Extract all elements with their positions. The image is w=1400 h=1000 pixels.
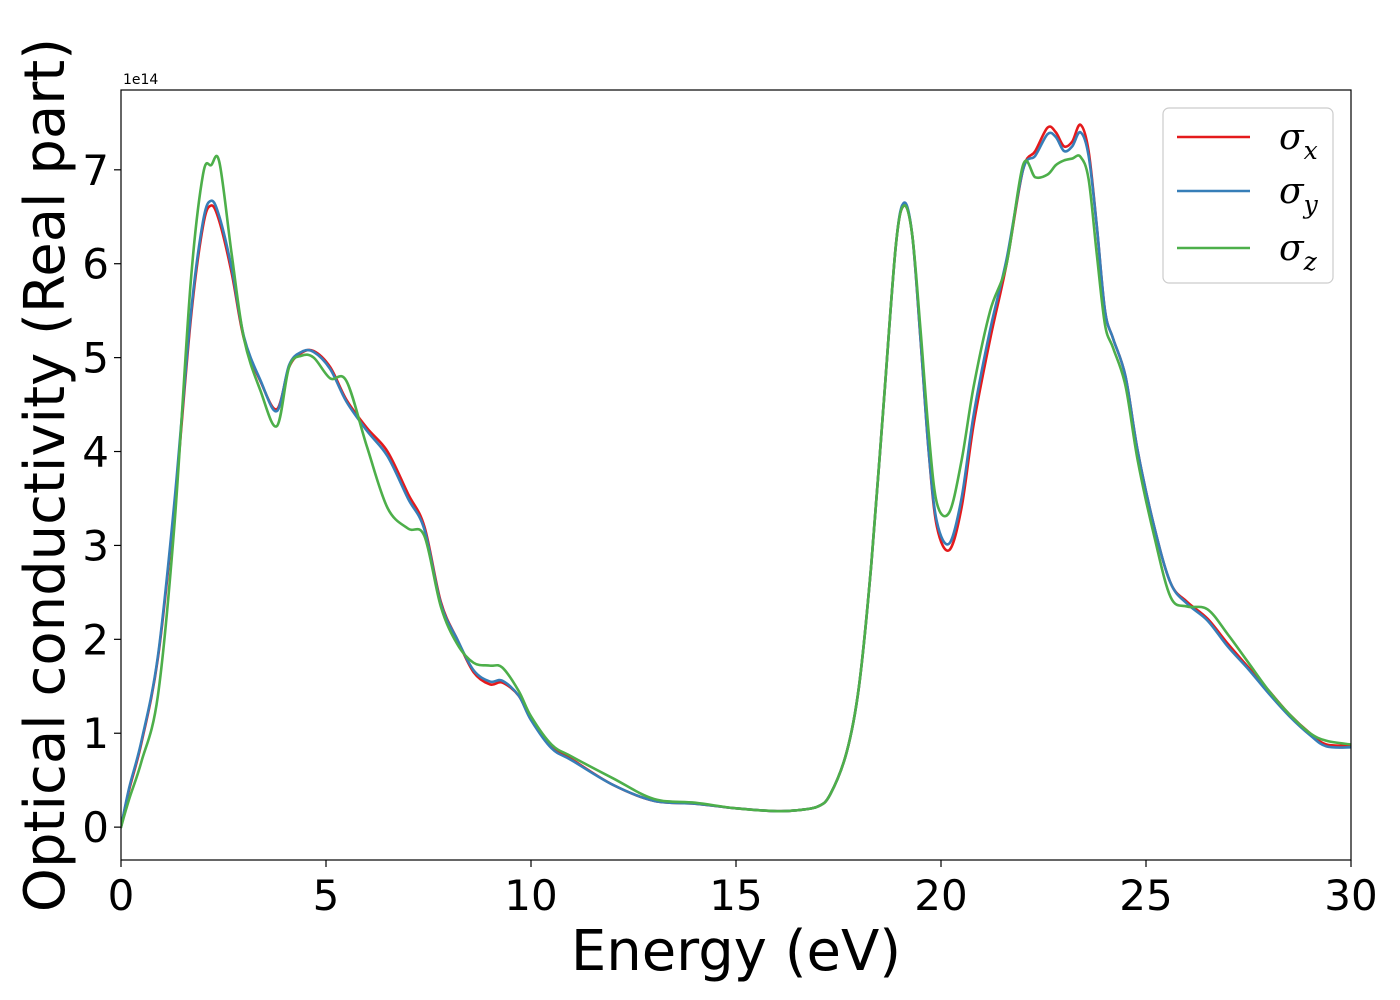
x-tick-label: 20 <box>914 871 967 920</box>
legend: σx σy σz <box>1162 107 1334 284</box>
y-tick-label: 4 <box>82 428 109 477</box>
y-tick-label: 5 <box>82 334 109 383</box>
x-tick-label: 30 <box>1324 871 1377 920</box>
axis-ticks: 0 5 10 15 20 25 30 0 1 2 3 4 5 6 7 <box>82 146 1377 920</box>
series-line-z <box>121 154 1351 829</box>
y-offset-label: 1e14 <box>123 72 158 88</box>
series-lines <box>121 123 1351 829</box>
x-tick-label: 5 <box>313 871 340 920</box>
legend-label: σx <box>1279 117 1318 165</box>
legend-item-x: σx <box>1177 117 1318 165</box>
legend-item-y: σy <box>1177 171 1319 219</box>
y-tick-label: 7 <box>82 146 109 195</box>
y-tick-label: 1 <box>82 709 109 758</box>
legend-label: σz <box>1279 228 1318 276</box>
x-tick-label: 25 <box>1119 871 1172 920</box>
y-tick-label: 0 <box>82 803 109 852</box>
y-tick-label: 3 <box>82 521 109 570</box>
legend-box <box>1162 107 1334 284</box>
plot-area: 0 5 10 15 20 25 30 0 1 2 3 4 5 6 7 <box>82 89 1378 920</box>
x-axis-label: Energy (eV) <box>571 919 901 984</box>
legend-item-z: σz <box>1177 228 1318 276</box>
x-tick-label: 10 <box>504 871 557 920</box>
y-tick-label: 6 <box>82 240 109 289</box>
x-tick-label: 15 <box>709 871 762 920</box>
y-axis-label: Optical conductivity (Real part) <box>13 38 78 912</box>
y-tick-label: 2 <box>82 615 109 664</box>
legend-label: σy <box>1279 171 1319 219</box>
x-tick-label: 0 <box>108 871 135 920</box>
